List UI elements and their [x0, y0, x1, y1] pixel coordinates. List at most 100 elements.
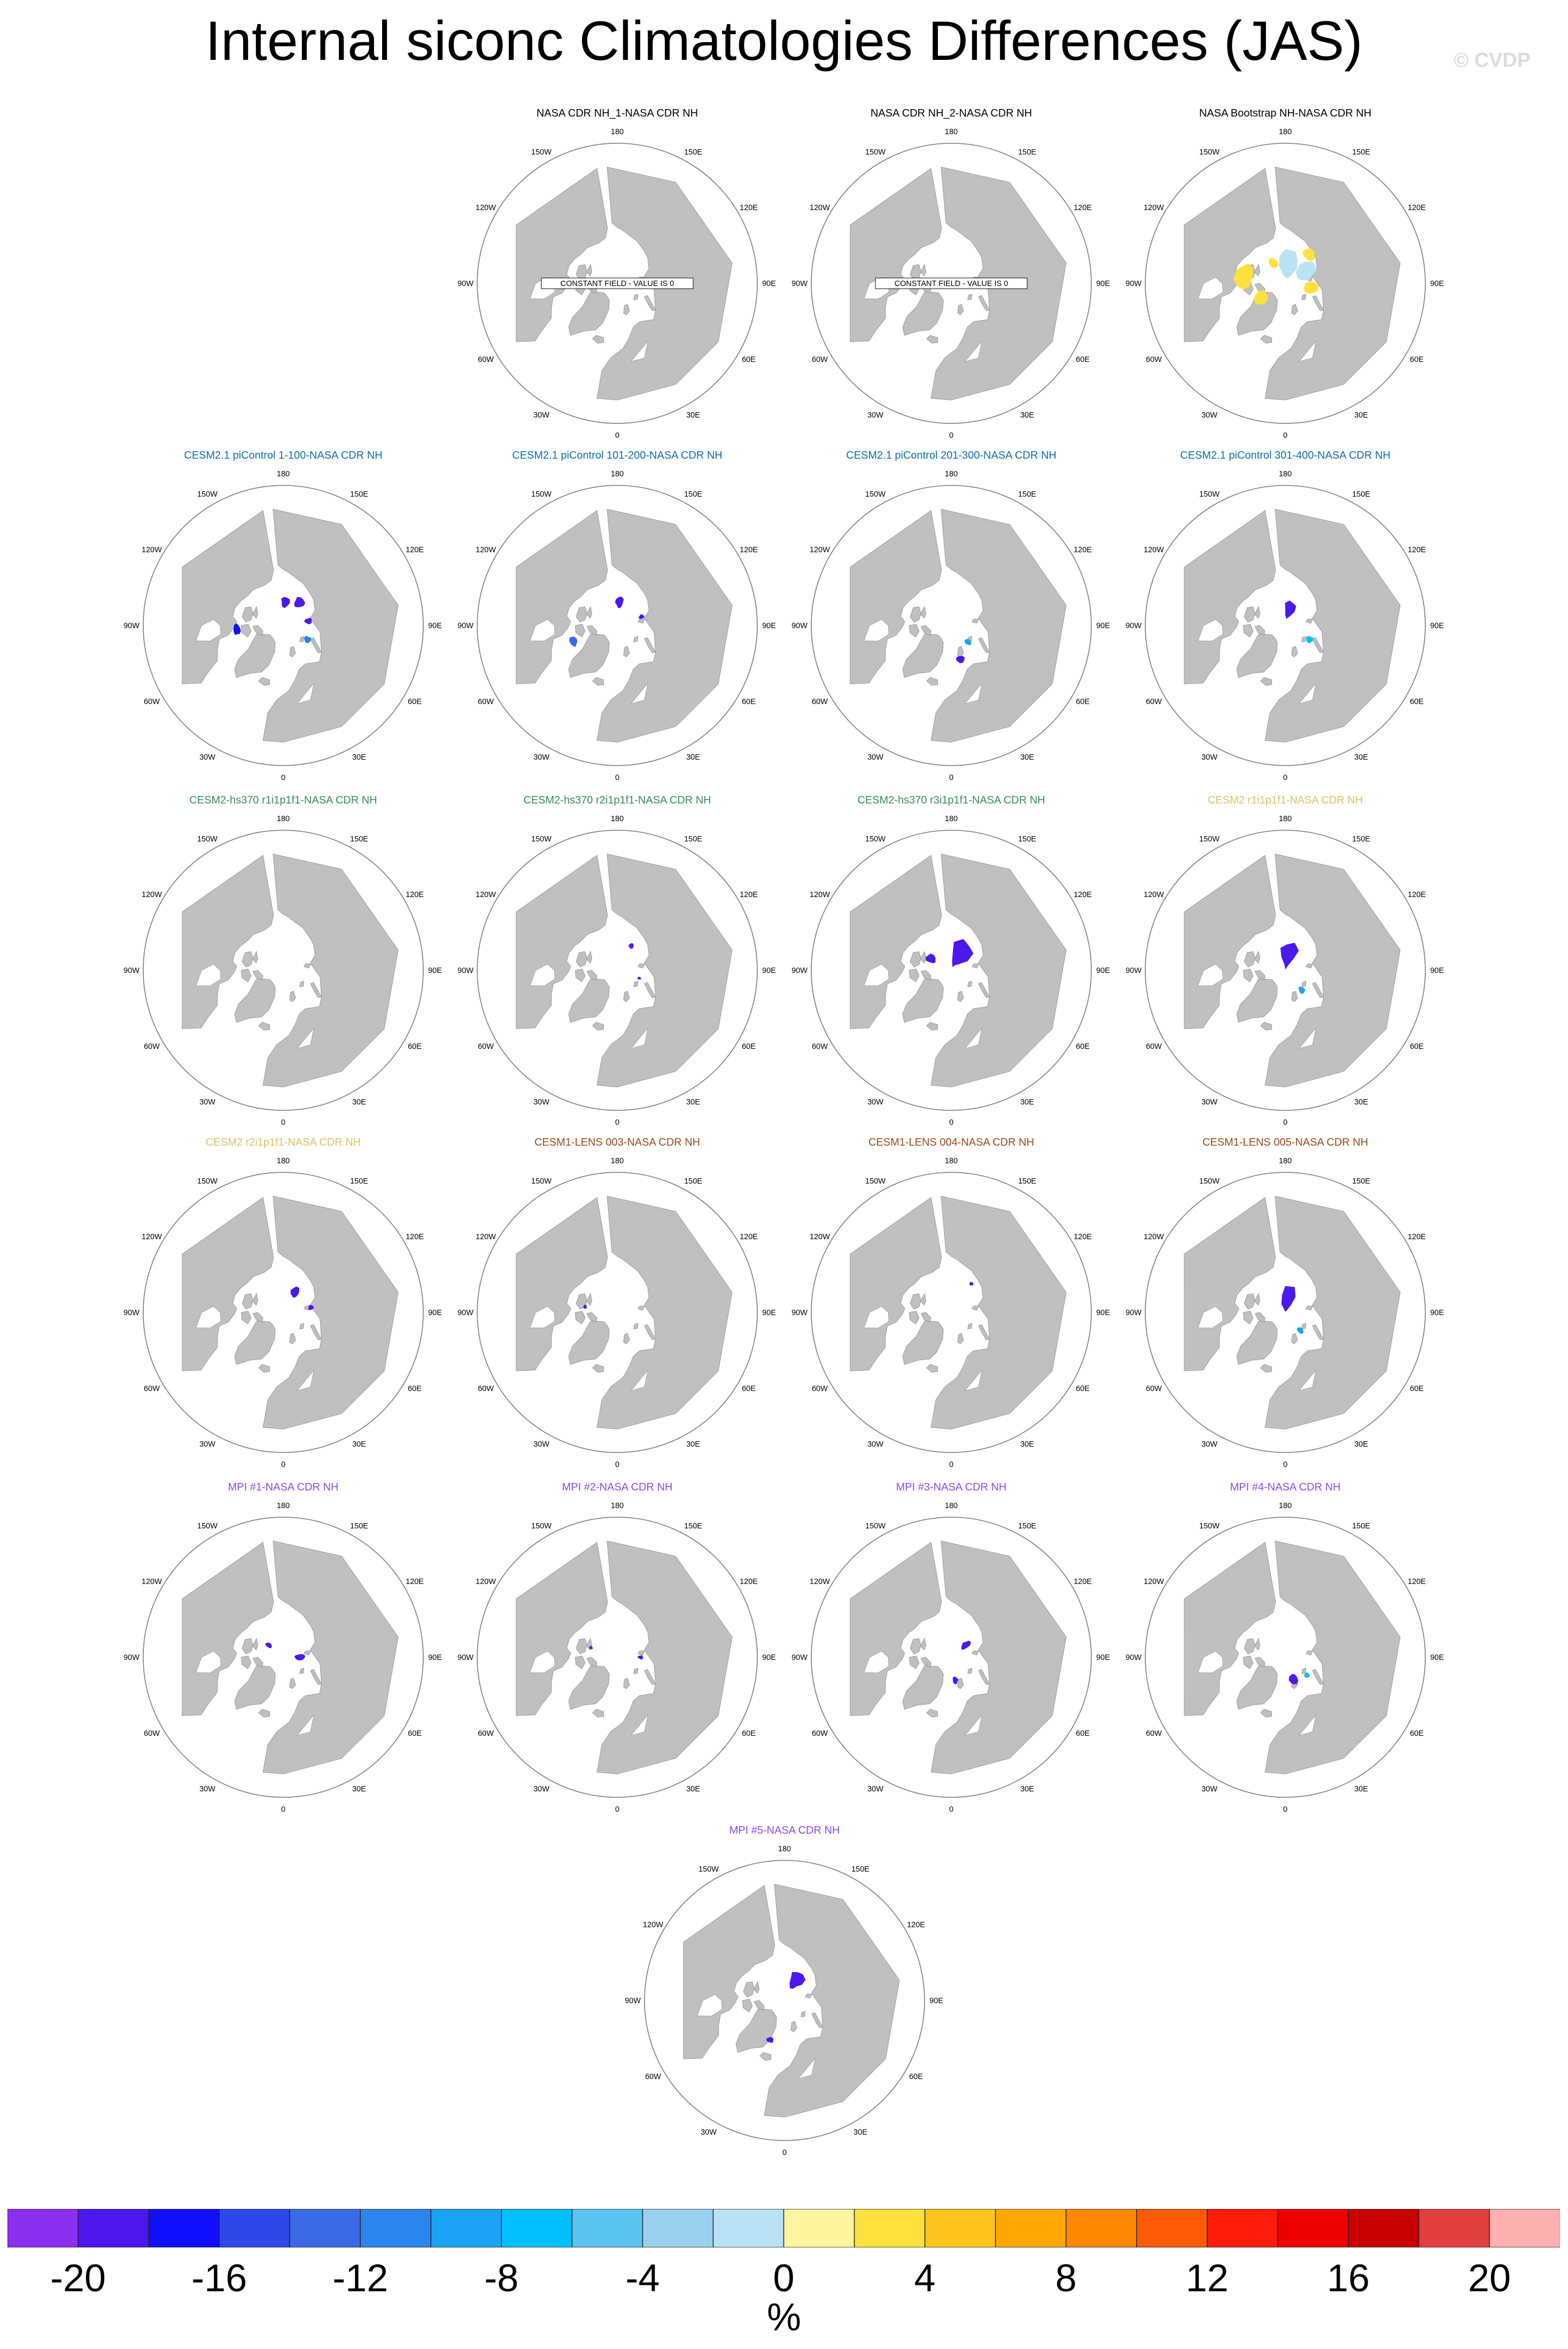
- longitude-label: 120W: [1144, 1233, 1164, 1241]
- panel-title: MPI #3-NASA CDR NH: [896, 1481, 1007, 1493]
- longitude-label: 60W: [144, 1385, 160, 1393]
- longitude-label: 0: [1283, 431, 1287, 440]
- anomaly-cell: [969, 1281, 974, 1286]
- panel-title: CESM2-hs370 r1i1p1f1-NASA CDR NH: [189, 794, 377, 806]
- land-mass: [289, 646, 296, 658]
- map-border: [1145, 143, 1426, 424]
- longitude-label: 180: [945, 1157, 958, 1165]
- water-body: [296, 1370, 314, 1391]
- colorbar-tick-label: 12: [1185, 2257, 1229, 2300]
- longitude-label: 120W: [1144, 546, 1164, 554]
- longitude-label: 30E: [1354, 1098, 1368, 1107]
- land-mass: [902, 633, 944, 678]
- land-mass: [811, 2012, 824, 2028]
- water-body: [1198, 1306, 1223, 1328]
- longitude-label: 150E: [684, 835, 702, 844]
- colorbar-swatch: [1207, 2209, 1279, 2247]
- longitude-label: 60E: [1410, 356, 1424, 364]
- longitude-label: 120W: [1144, 891, 1164, 899]
- colorbar-tick-label: -20: [50, 2257, 106, 2300]
- land-mass: [971, 1305, 979, 1311]
- longitude-label: 90W: [791, 1653, 808, 1662]
- land-mass: [568, 978, 610, 1023]
- colorbar-swatch: [783, 2209, 855, 2247]
- land-mass: [1254, 606, 1261, 619]
- land-mass: [1254, 970, 1266, 981]
- panel-title: MPI #4-NASA CDR NH: [1230, 1481, 1341, 1493]
- water-body: [797, 2058, 816, 2079]
- land-mass: [1264, 1195, 1401, 1430]
- land-mass: [930, 1540, 1067, 1774]
- water-body: [196, 1651, 221, 1673]
- land-mass: [1254, 1657, 1266, 1668]
- map-border: [477, 1172, 758, 1453]
- longitude-label: 150E: [1018, 1522, 1036, 1531]
- longitude-label: 60W: [144, 1042, 160, 1051]
- land-mass: [586, 1312, 597, 1323]
- land-mass: [310, 1324, 322, 1340]
- longitude-label: 90W: [1125, 280, 1142, 288]
- longitude-label: 60E: [408, 1729, 422, 1738]
- land-mass: [289, 1678, 296, 1689]
- anomaly-cell: [304, 617, 312, 624]
- longitude-label: 90W: [1125, 967, 1142, 975]
- longitude-label: 150W: [1199, 148, 1220, 157]
- land-mass: [957, 304, 964, 315]
- polar-map: 180 150E 120E 90E 60E 30E 0 30W 60W 90W 120W 150W: [457, 815, 776, 1127]
- panel-title: CESM2 r1i1p1f1-NASA CDR NH: [1207, 794, 1363, 806]
- longitude-label: 120E: [740, 891, 758, 899]
- longitude-label: 0: [615, 1461, 619, 1469]
- land-mass: [262, 1540, 399, 1774]
- longitude-label: 90W: [1125, 622, 1142, 630]
- longitude-label: 60W: [812, 1042, 828, 1051]
- anomaly-cell: [233, 623, 241, 635]
- land-mass: [978, 1669, 990, 1685]
- longitude-label: 60W: [144, 1729, 160, 1738]
- water-body: [964, 683, 982, 704]
- land-mass: [920, 625, 932, 636]
- land-mass: [735, 2008, 777, 2053]
- map-panel: MPI #1-NASA CDR NH 180 150E 120E 90E 60E 30E 0 3…: [112, 1481, 454, 1814]
- longitude-label: 150W: [865, 1177, 886, 1186]
- longitude-label: 150W: [197, 835, 218, 844]
- anomaly-cell: [1233, 264, 1253, 290]
- land-mass: [1291, 646, 1298, 658]
- land-mass: [1260, 335, 1272, 344]
- water-body: [1298, 341, 1316, 362]
- colorbar-swatch: [1065, 2209, 1138, 2247]
- land-mass: [920, 970, 932, 981]
- longitude-label: 0: [615, 1805, 619, 1814]
- longitude-label: 150E: [350, 1522, 368, 1531]
- land-mass: [575, 969, 586, 983]
- longitude-label: 30E: [1354, 1440, 1368, 1449]
- longitude-label: 60E: [1410, 1729, 1424, 1738]
- longitude-label: 60W: [478, 356, 494, 364]
- colorbar-swatch: [1489, 2209, 1560, 2247]
- longitude-label: 120W: [643, 1921, 663, 1929]
- water-body: [530, 1651, 555, 1673]
- longitude-label: 0: [281, 1805, 285, 1814]
- longitude-label: 90E: [1430, 967, 1444, 975]
- longitude-label: 90E: [1430, 1653, 1444, 1662]
- anomaly-cell: [569, 636, 578, 647]
- map-panel: CESM2 r2i1p1f1-NASA CDR NH 180 150E 120E 90E…: [112, 1136, 454, 1469]
- anomaly-cell: [281, 597, 290, 608]
- land-mass: [1243, 624, 1254, 638]
- longitude-label: 120W: [142, 891, 162, 899]
- map-panel: CESM2-hs370 r3i1p1f1-NASA CDR NH 180 150E 1…: [780, 794, 1122, 1127]
- longitude-label: 120E: [1408, 204, 1426, 212]
- longitude-label: 30W: [199, 753, 215, 762]
- colorbar: [7, 2209, 1560, 2247]
- anomaly-cell: [1297, 1327, 1304, 1334]
- longitude-label: 30E: [352, 1098, 366, 1107]
- land-mass: [644, 982, 656, 998]
- land-mass: [790, 2021, 797, 2033]
- colorbar-tick-label: 20: [1468, 2257, 1511, 2300]
- land-mass: [926, 1364, 938, 1373]
- land-mass: [644, 637, 656, 653]
- polar-map: 180 150E 120E 90E 60E 30E 0 30W 60W 90W 120W 150W: [1125, 470, 1444, 782]
- land-mass: [957, 1678, 964, 1689]
- land-mass: [240, 1311, 252, 1325]
- colorbar-swatch: [853, 2209, 926, 2247]
- longitude-label: 120E: [740, 1233, 758, 1241]
